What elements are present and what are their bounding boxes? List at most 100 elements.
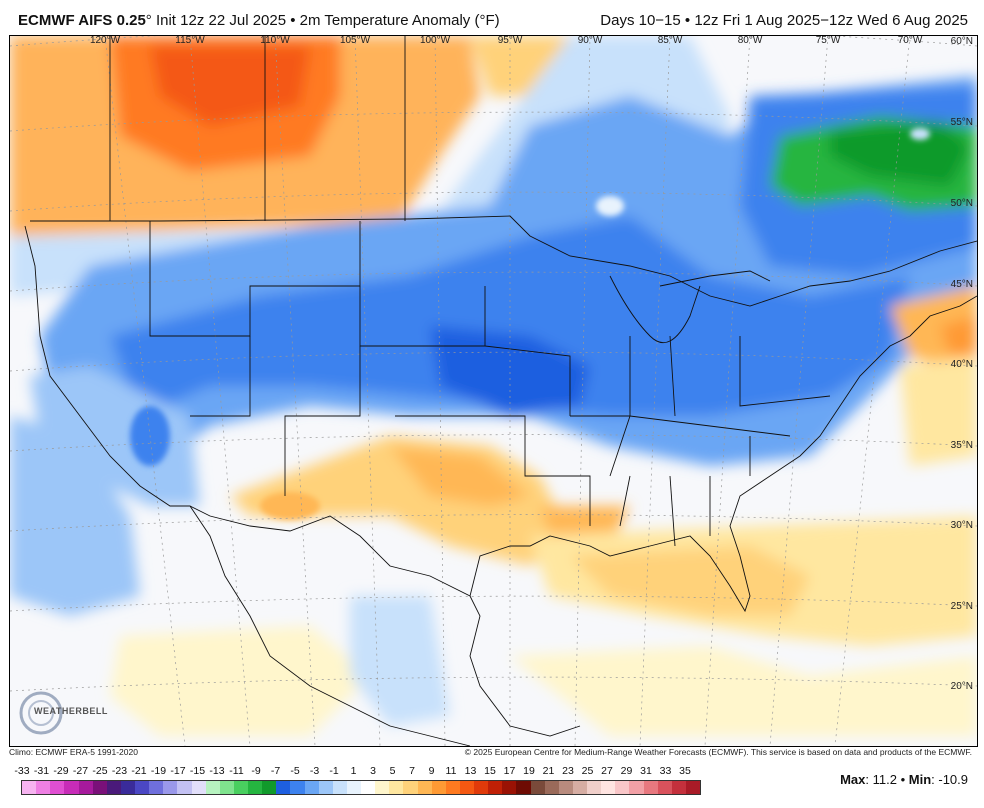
legend-label: -3 <box>309 765 320 777</box>
longitude-label: 120°W <box>89 35 121 46</box>
latitude-label: 25°N <box>950 601 973 612</box>
model-name: ECMWF AIFS 0.25 <box>18 12 146 29</box>
legend-swatch <box>445 781 460 794</box>
legend-label: -31 <box>33 765 50 777</box>
legend-swatch <box>177 781 192 794</box>
init-text: Init 12z 22 Jul 2025 • 2m Temperature An… <box>151 12 500 29</box>
legend-label: 13 <box>464 765 477 777</box>
legend-swatch <box>120 781 135 794</box>
legend-swatch <box>191 781 206 794</box>
legend-swatch <box>558 781 573 794</box>
legend-swatch <box>643 781 658 794</box>
legend-label: -25 <box>92 765 108 777</box>
legend-label: 33 <box>659 765 672 777</box>
legend-swatch <box>417 781 432 794</box>
legend-label: 1 <box>350 765 357 777</box>
legend-swatch <box>516 781 531 794</box>
longitude-label: 90°W <box>577 35 603 46</box>
legend-swatch <box>78 781 93 794</box>
legend-swatch <box>318 781 333 794</box>
copyright-note: © 2025 European Centre for Medium-Range … <box>464 747 972 757</box>
max-min-stats: Max: 11.2 • Min: -10.9 <box>840 772 968 787</box>
latitude-label: 50°N <box>950 198 973 209</box>
legend-swatch <box>36 781 51 794</box>
logo-swirl <box>19 691 63 735</box>
anomaly-map <box>10 36 977 746</box>
legend-swatch <box>332 781 347 794</box>
map-panel: 120°W 115°W 110°W 105°W 100°W 95°W 90°W 85°W 80°… <box>9 35 978 747</box>
legend-swatch <box>544 781 559 794</box>
legend-swatch <box>431 781 446 794</box>
logo-text: WEATHERBELL <box>34 706 108 716</box>
longitude-label: 105°W <box>339 35 371 46</box>
legend-label: -23 <box>111 765 128 777</box>
legend-swatch <box>361 781 376 794</box>
legend-swatch <box>629 781 644 794</box>
legend-swatch <box>50 781 65 794</box>
max-value: : 11.2 • <box>865 772 906 787</box>
longitude-label: 115°W <box>175 35 205 46</box>
latitude-label: 30°N <box>950 520 973 531</box>
legend-swatch <box>572 781 587 794</box>
legend-label: 21 <box>542 765 555 777</box>
longitude-label: 70°W <box>897 35 923 46</box>
legend-swatch <box>135 781 150 794</box>
header: ECMWF AIFS 0.25° Init 12z 22 Jul 2025 • … <box>0 0 984 34</box>
longitude-label: 75°W <box>815 35 841 46</box>
latitude-label: 60°N <box>950 36 973 47</box>
legend-swatch <box>530 781 545 794</box>
legend-label: 9 <box>428 765 435 777</box>
longitude-label: 110°W <box>260 35 290 46</box>
legend-swatch <box>375 781 390 794</box>
legend-swatch <box>290 781 305 794</box>
legend-swatch <box>106 781 121 794</box>
mexico-border <box>189 505 581 737</box>
color-legend: -33 -31 -29 -27 -25 -23 -21 -19 -17 -15 -13 -11 -9 -7… <box>9 765 709 805</box>
map-title: ECMWF AIFS 0.25° Init 12z 22 Jul 2025 • … <box>18 12 500 29</box>
legend-swatch <box>502 781 517 794</box>
climo-note: Climo: ECMWF ERA-5 1991-2020 <box>9 747 138 757</box>
legend-label: -5 <box>290 765 300 777</box>
legend-label: 23 <box>562 765 574 777</box>
legend-swatch <box>205 781 220 794</box>
legend-swatch <box>163 781 178 794</box>
latitude-label: 40°N <box>950 359 973 370</box>
latitude-label: 35°N <box>950 440 973 451</box>
legend-label: 31 <box>640 765 652 777</box>
legend-label: 35 <box>679 765 691 777</box>
degree-mark: ° <box>145 12 152 29</box>
legend-label: -15 <box>189 765 206 777</box>
legend-swatch <box>389 781 404 794</box>
legend-label: -17 <box>170 765 186 777</box>
legend-swatch <box>92 781 107 794</box>
legend-label: 25 <box>581 765 594 777</box>
longitude-label: 80°W <box>737 35 763 46</box>
legend-label: -11 <box>229 765 244 777</box>
legend-label: -9 <box>251 765 261 777</box>
min-value: : -10.9 <box>931 772 968 787</box>
longitude-label: 100°W <box>419 35 451 46</box>
weatherbell-logo: WEATHERBELL <box>16 688 108 738</box>
legend-label: 5 <box>389 765 396 777</box>
legend-label: 7 <box>409 765 415 777</box>
legend-label: -21 <box>131 765 147 777</box>
legend-swatch <box>346 781 361 794</box>
canada-border <box>30 215 977 307</box>
legend-label: -19 <box>150 765 167 777</box>
legend-label: 17 <box>503 765 516 777</box>
legend-swatch <box>149 781 164 794</box>
legend-swatch <box>657 781 672 794</box>
legend-swatch <box>459 781 474 794</box>
anomaly-fill <box>10 36 977 736</box>
legend-swatch <box>248 781 263 794</box>
latitude-label: 20°N <box>950 681 973 692</box>
legend-label: 15 <box>484 765 496 777</box>
legend-label: -27 <box>72 765 89 777</box>
boundaries <box>24 36 977 746</box>
legend-swatch <box>219 781 234 794</box>
legend-label: 3 <box>370 765 376 777</box>
graticule <box>10 36 977 746</box>
legend-label: 27 <box>601 765 613 777</box>
legend-label: -29 <box>53 765 69 777</box>
legend-label: 19 <box>523 765 535 777</box>
